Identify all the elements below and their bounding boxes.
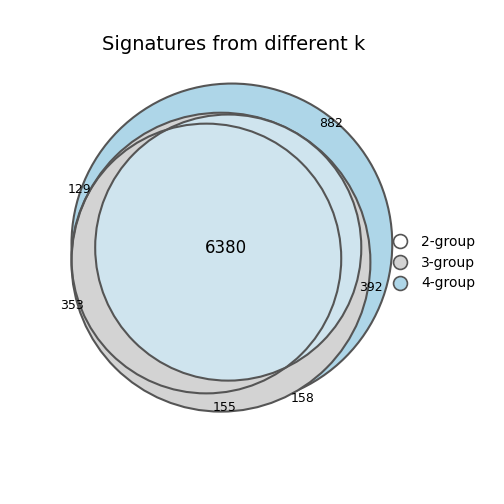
Text: 6380: 6380 <box>205 238 247 257</box>
Text: 158: 158 <box>290 392 314 405</box>
Text: 882: 882 <box>320 117 343 130</box>
Circle shape <box>72 84 392 404</box>
Circle shape <box>95 114 361 381</box>
Text: 353: 353 <box>60 299 84 312</box>
Title: Signatures from different k: Signatures from different k <box>102 35 365 53</box>
Legend: 2-group, 3-group, 4-group: 2-group, 3-group, 4-group <box>381 229 481 296</box>
Text: 392: 392 <box>359 281 383 294</box>
Text: 129: 129 <box>68 183 92 196</box>
Text: 155: 155 <box>213 402 236 414</box>
Circle shape <box>72 113 370 412</box>
